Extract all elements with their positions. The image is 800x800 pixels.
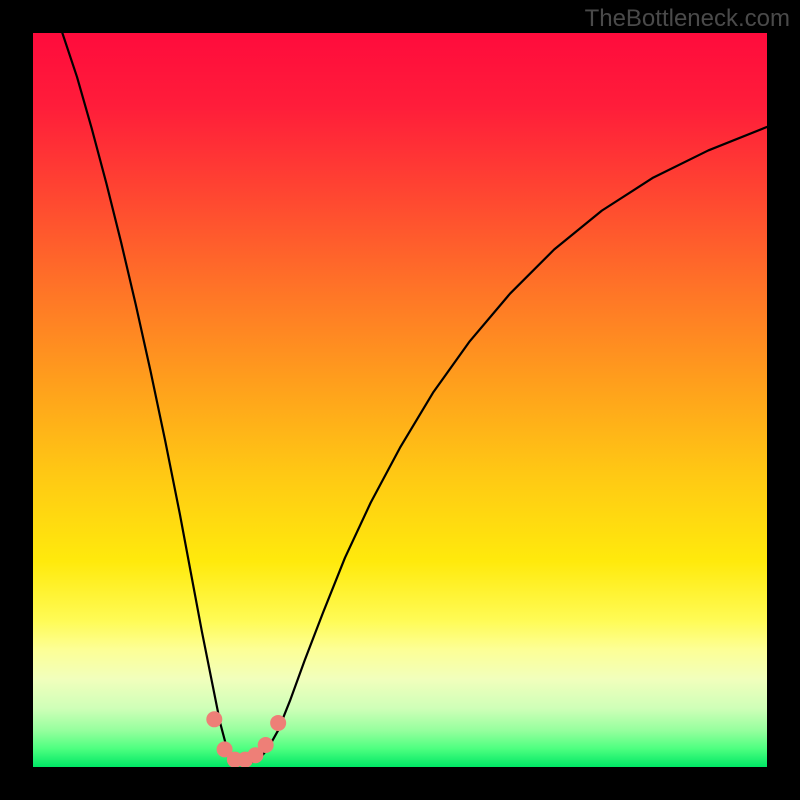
curve-marker (258, 737, 274, 753)
chart-svg (33, 33, 767, 767)
curve-marker (206, 711, 222, 727)
chart-frame: TheBottleneck.com (0, 0, 800, 800)
plot-area (33, 33, 767, 767)
curve-marker (270, 715, 286, 731)
watermark-text: TheBottleneck.com (585, 5, 790, 33)
bottleneck-curve (62, 33, 767, 763)
